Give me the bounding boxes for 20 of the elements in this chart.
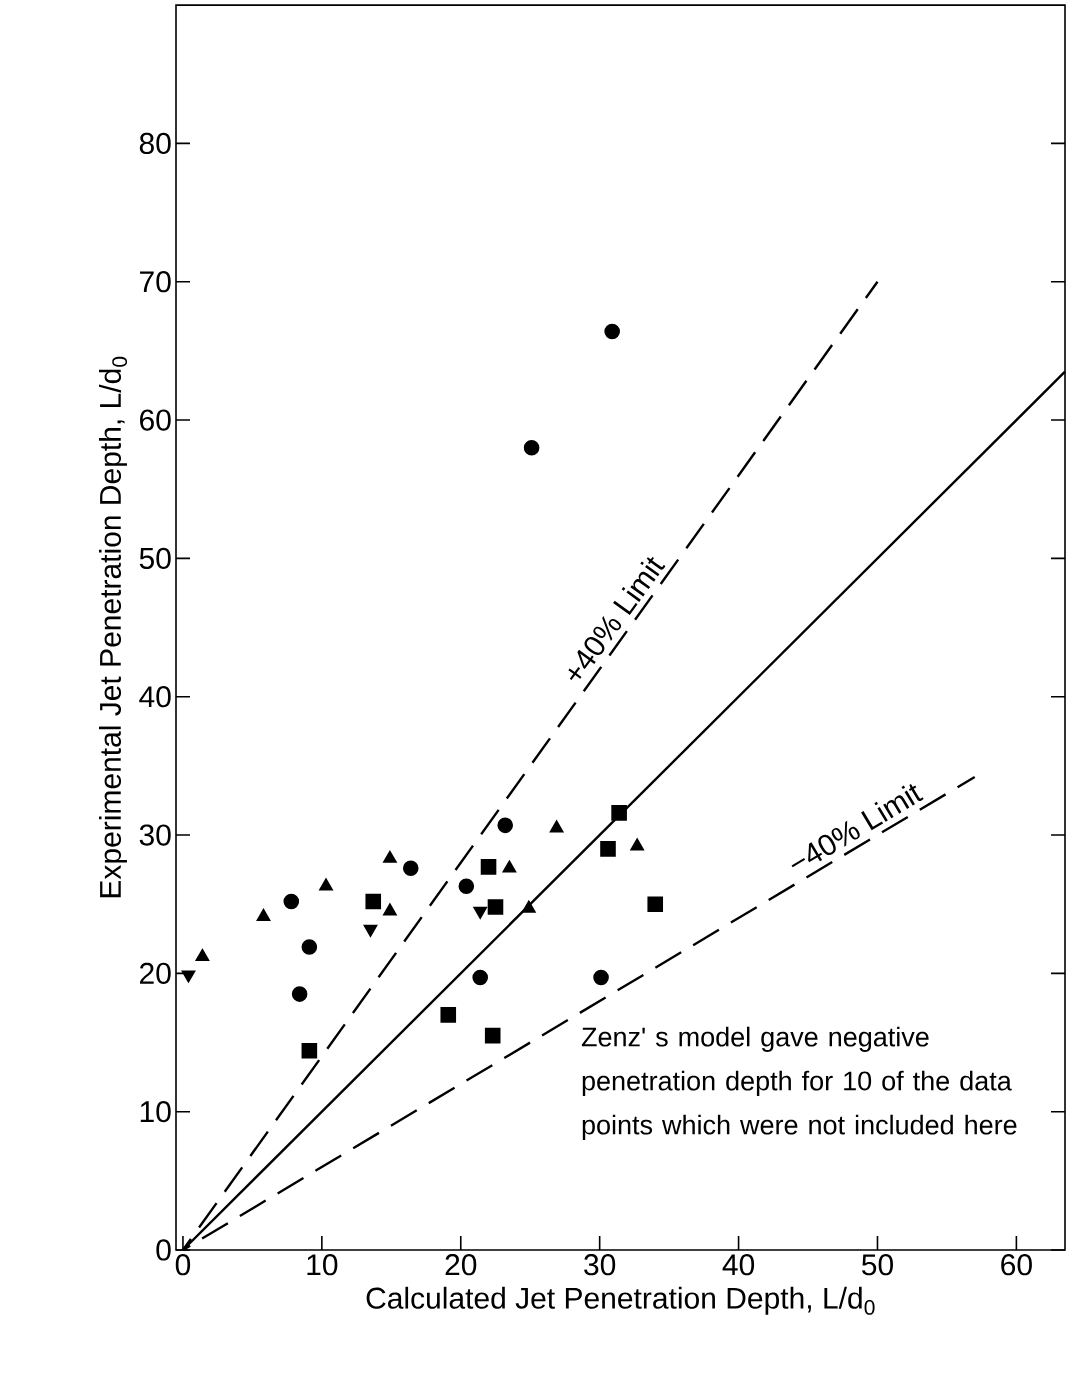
y-axis-title: Experimental Jet Penetration Depth, L/d$_{0}$ [99,356,128,898]
x-tick-label: 60 [1001,1254,1032,1276]
x-tick-label: 50 [862,1254,893,1276]
y-tick-label: 50 [139,547,171,570]
y-tick-label: 10 [140,1101,171,1123]
y-tick-label: 60 [140,409,171,431]
y-tick-label: 70 [140,271,171,293]
annotation: Zenz' s model gave negative penetration depth for 10 of the data points which were not included here [581,1026,1017,1140]
y-tick-label: 80 [139,132,171,155]
annotation: −40% Limit [791,783,924,868]
x-tick-label: 30 [584,1254,616,1276]
y-tick-label: 40 [139,686,171,708]
x-tick-label: 40 [722,1254,755,1276]
y-tick-label: 30 [139,824,171,846]
y-tick-label: 0 [156,1239,171,1261]
x-axis-title: Calculated Jet Penetration Depth, L/d$_{0}$ [366,1286,875,1315]
x-tick-label: 10 [307,1254,338,1276]
x-tick-label: 0 [175,1254,191,1276]
x-tick-label: 20 [445,1254,477,1276]
y-tick-label: 20 [140,962,171,984]
